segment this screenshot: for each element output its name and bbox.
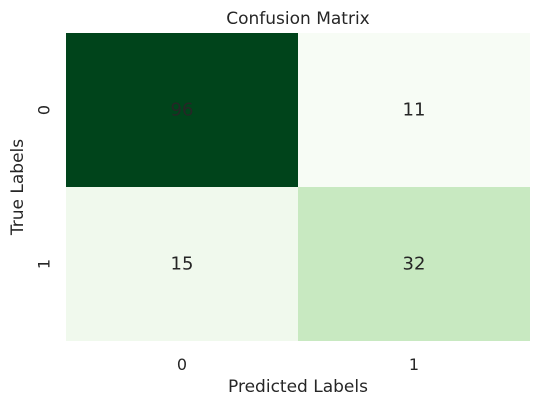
cell-value-label-1-1: 32	[403, 254, 426, 275]
cell-value-label-1-0: 15	[171, 254, 194, 275]
y-tick-label-0: 0	[35, 105, 54, 115]
x-tick-label-1: 1	[409, 355, 419, 374]
heatmap-cell-0-0	[66, 33, 298, 187]
y-axis-label: True Labels	[8, 139, 28, 236]
heatmap-cells	[66, 33, 530, 341]
heatmap-cell-1-0	[66, 187, 298, 341]
heatmap-cell-0-1	[298, 33, 530, 187]
x-axis-label: Predicted Labels	[228, 377, 368, 397]
x-tick-label-0: 0	[177, 355, 187, 374]
heatmap-cell-1-1	[298, 187, 530, 341]
axis-ticks: 0 1 0 1	[35, 105, 420, 374]
cell-value-label-0-1: 11	[403, 100, 426, 121]
y-tick-label-1: 1	[35, 259, 54, 269]
chart-title: Confusion Matrix	[226, 9, 370, 29]
cell-annotations: 96 11 15 32	[171, 100, 426, 275]
cell-value-label-0-0: 96	[171, 100, 194, 121]
